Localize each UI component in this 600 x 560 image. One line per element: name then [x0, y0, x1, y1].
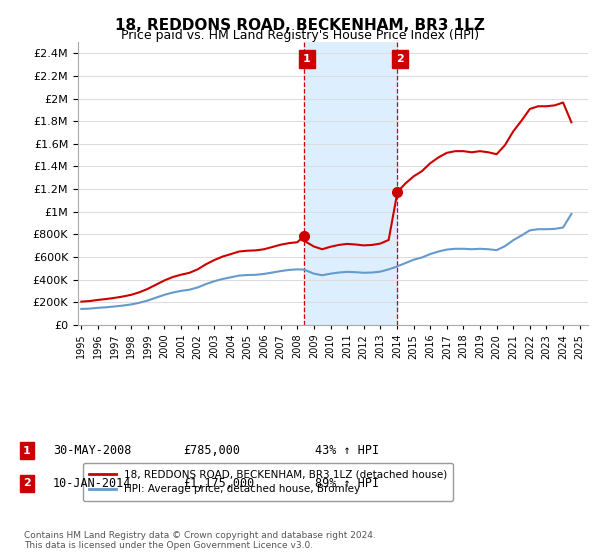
Text: 1: 1: [303, 54, 311, 64]
Text: 2: 2: [23, 478, 31, 488]
Text: Contains HM Land Registry data © Crown copyright and database right 2024.
This d: Contains HM Land Registry data © Crown c…: [24, 531, 376, 550]
Legend: 18, REDDONS ROAD, BECKENHAM, BR3 1LZ (detached house), HPI: Average price, detac: 18, REDDONS ROAD, BECKENHAM, BR3 1LZ (de…: [83, 463, 454, 501]
Text: £785,000: £785,000: [183, 444, 240, 458]
Text: 89% ↑ HPI: 89% ↑ HPI: [315, 477, 379, 490]
Text: £1,175,000: £1,175,000: [183, 477, 254, 490]
Text: 43% ↑ HPI: 43% ↑ HPI: [315, 444, 379, 458]
Text: 1: 1: [23, 446, 31, 456]
Text: 30-MAY-2008: 30-MAY-2008: [53, 444, 131, 458]
Text: 10-JAN-2014: 10-JAN-2014: [53, 477, 131, 490]
Text: 18, REDDONS ROAD, BECKENHAM, BR3 1LZ: 18, REDDONS ROAD, BECKENHAM, BR3 1LZ: [115, 18, 485, 33]
Text: 2: 2: [396, 54, 404, 64]
Text: Price paid vs. HM Land Registry's House Price Index (HPI): Price paid vs. HM Land Registry's House …: [121, 29, 479, 42]
Bar: [304, 42, 397, 325]
